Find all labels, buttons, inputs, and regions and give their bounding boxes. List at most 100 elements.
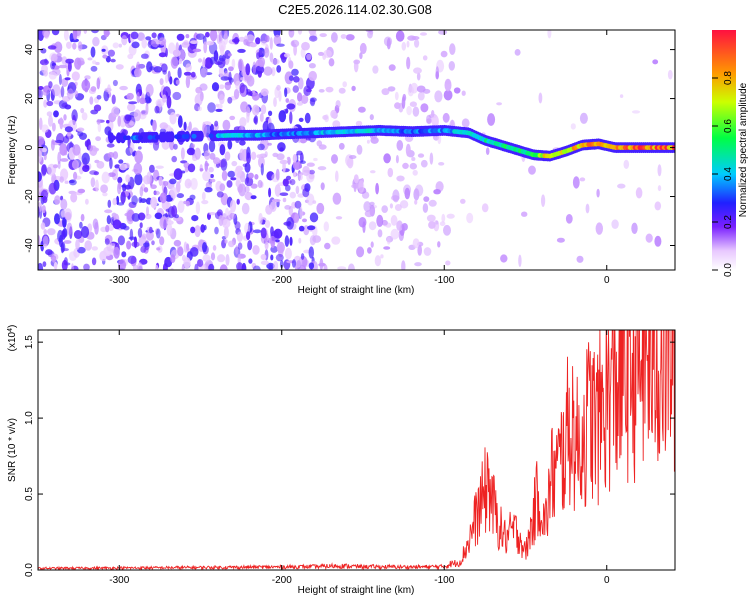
noise-speck [342, 81, 348, 88]
noise-speck [252, 61, 257, 75]
noise-speck [96, 118, 101, 125]
noise-speck [541, 194, 546, 207]
noise-speck [239, 77, 246, 81]
noise-speck [247, 240, 253, 251]
colorbar-ticks: 0.0 0.2 0.4 0.6 0.8 [712, 71, 734, 277]
noise-speck [416, 72, 421, 81]
noise-speck [335, 216, 343, 220]
noise-speck [239, 82, 245, 94]
noise-speck [187, 182, 192, 187]
noise-speck [74, 90, 79, 98]
noise-speck [335, 100, 341, 109]
noise-speck [214, 226, 219, 235]
noise-speck [381, 205, 389, 214]
noise-speck [156, 228, 161, 239]
noise-speck [136, 64, 141, 70]
noise-speck [426, 114, 432, 124]
noise-speck [204, 187, 213, 193]
noise-speck [229, 115, 236, 121]
noise-speck [215, 103, 219, 108]
spectrogram-y-axis: -40 -20 0 20 40 [24, 44, 675, 253]
noise-speck [521, 211, 528, 217]
noise-speck [38, 262, 44, 270]
noise-speck [105, 224, 110, 233]
noise-speck [190, 177, 198, 190]
snr-series-line [38, 330, 675, 570]
noise-speck [145, 230, 154, 241]
noise-speck [38, 149, 42, 159]
noise-speck [83, 263, 90, 270]
noise-speck [203, 41, 208, 54]
noise-speck [90, 65, 98, 72]
noise-speck [309, 212, 319, 223]
colorbar-tick-label: 0.8 [723, 71, 734, 85]
noise-speck [158, 33, 162, 37]
noise-speck [386, 236, 391, 245]
noise-speck [277, 142, 286, 152]
noise-speck [224, 30, 228, 39]
noise-speck [319, 33, 327, 38]
noise-speck [416, 85, 426, 93]
noise-speck [414, 39, 420, 48]
noise-speck [200, 67, 208, 78]
noise-speck [257, 179, 263, 189]
y-tick-label: 0.5 [24, 487, 35, 501]
noise-speck [414, 199, 418, 205]
noise-speck [173, 143, 178, 150]
noise-speck [401, 41, 407, 51]
noise-speck [387, 86, 396, 92]
noise-speck [143, 175, 151, 185]
noise-speck [162, 94, 167, 103]
noise-speck [183, 71, 192, 76]
noise-speck [102, 54, 108, 59]
colorbar-tick-label: 0.6 [723, 119, 734, 133]
ridge-mark [208, 133, 214, 139]
noise-speck [103, 30, 110, 38]
noise-speck [309, 35, 318, 42]
noise-speck [43, 152, 47, 161]
noise-speck [63, 30, 69, 41]
noise-speck [236, 231, 243, 242]
ridge-mark [184, 134, 190, 139]
noise-speck [351, 183, 360, 189]
noise-speck [337, 266, 347, 270]
noise-speck [273, 97, 277, 108]
noise-speck [72, 159, 79, 170]
noise-speck [152, 140, 160, 151]
noise-speck [73, 230, 83, 239]
noise-speck [230, 177, 237, 181]
noise-speck [219, 94, 225, 105]
noise-speck [368, 221, 377, 231]
noise-speck [117, 115, 121, 127]
noise-speck [129, 228, 134, 242]
noise-speck [595, 222, 603, 235]
noise-speck [133, 109, 141, 122]
snr-frame [37, 329, 676, 571]
noise-speck [227, 96, 233, 104]
noise-speck [181, 263, 185, 270]
noise-speck [118, 259, 126, 270]
noise-speck [64, 211, 72, 221]
noise-speck [370, 170, 376, 174]
noise-speck [370, 136, 379, 144]
noise-speck [236, 262, 244, 270]
noise-speck [308, 70, 318, 82]
noise-speck [150, 38, 160, 48]
noise-speck [125, 174, 131, 183]
noise-speck [158, 37, 167, 46]
noise-speck [68, 251, 77, 261]
noise-speck [299, 206, 303, 220]
noise-speck [110, 58, 116, 63]
noise-speck [227, 53, 233, 57]
noise-speck [159, 122, 169, 130]
noise-speck [423, 196, 430, 202]
noise-speck [286, 217, 294, 230]
noise-speck [292, 85, 299, 93]
noise-speck [176, 193, 184, 199]
noise-speck [118, 43, 123, 48]
noise-speck [93, 104, 102, 112]
noise-speck [251, 104, 260, 116]
noise-speck [59, 176, 64, 183]
noise-speck [255, 37, 261, 45]
